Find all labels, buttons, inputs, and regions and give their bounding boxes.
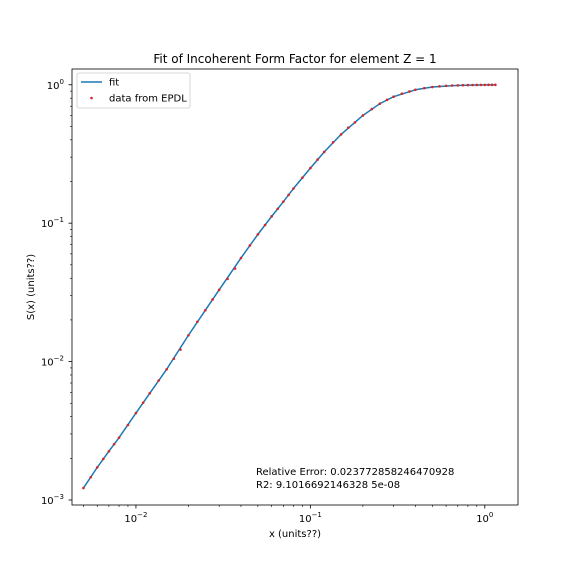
legend-box (76, 72, 191, 109)
data-point (479, 83, 483, 87)
data-point (204, 308, 207, 312)
data-point (331, 141, 335, 144)
y-axis-ticks: 10−3 10−2 10−1 100 (41, 78, 72, 507)
data-point (256, 233, 260, 236)
data-point (316, 158, 319, 161)
data-point (270, 215, 273, 218)
data-point (423, 86, 426, 90)
data-point (471, 83, 474, 87)
data-point (361, 114, 365, 117)
data-point (211, 298, 214, 301)
data-point (450, 84, 454, 87)
y-tick-label: 10−1 (41, 216, 64, 230)
data-point (95, 466, 99, 469)
y-tick-label: 10−3 (41, 493, 64, 507)
data-point (172, 357, 176, 360)
data-point (179, 348, 182, 351)
x-tick-label: 10−2 (124, 511, 147, 525)
data-point (239, 256, 243, 260)
data-point (430, 85, 434, 89)
x-axis-ticks: 10−2 10−1 100 (83, 505, 493, 525)
data-point (82, 486, 85, 490)
series-layer (82, 83, 497, 490)
plot-background (72, 69, 518, 505)
annotation-r2: R2: 9.1016692146328 5e-08 (256, 480, 400, 491)
data-point (408, 90, 411, 93)
data-point (378, 102, 382, 105)
data-point (466, 83, 470, 87)
data-point (276, 207, 280, 211)
data-point (112, 442, 116, 446)
chart-title: Fit of Incoherent Form Factor for elemen… (153, 52, 436, 66)
y-axis-label: S(x) (units??) (26, 254, 37, 320)
data-point (117, 436, 121, 439)
data-point (322, 150, 326, 154)
x-tick-label: 10−1 (299, 511, 322, 525)
data-point (339, 133, 343, 136)
data-point (102, 457, 105, 461)
data-point (89, 475, 92, 479)
data-point (414, 88, 417, 92)
data-point (107, 449, 111, 453)
x-axis-label: x (units??) (269, 529, 321, 540)
axes-frame (71, 68, 519, 506)
data-point (157, 379, 160, 382)
data-point (248, 244, 252, 247)
legend-data-label: data from EPDL (109, 94, 187, 105)
plot-area (71, 68, 519, 506)
data-point (165, 367, 168, 371)
data-point (490, 83, 494, 87)
data-point (126, 423, 130, 427)
data-point (282, 200, 285, 203)
data-point (148, 392, 152, 395)
data-point (217, 288, 221, 292)
data-point (347, 126, 350, 129)
data-point (456, 84, 460, 87)
data-point (292, 187, 295, 190)
data-point (353, 121, 357, 124)
data-point (370, 107, 374, 111)
data-point (385, 98, 389, 102)
data-point (309, 166, 312, 170)
data-point (287, 193, 290, 197)
data-point (392, 95, 395, 98)
data-point (483, 83, 487, 87)
legend: fit data from EPDL (76, 72, 191, 109)
data-point (233, 267, 237, 270)
y-tick-label: 10−2 (41, 355, 64, 369)
data-point (444, 84, 448, 88)
x-tick-label: 100 (476, 511, 493, 525)
data-point (134, 411, 138, 415)
data-point (226, 277, 229, 281)
data-point (141, 401, 145, 404)
data-point (494, 83, 497, 87)
data-point (263, 223, 267, 227)
data-point (187, 333, 190, 337)
data-point (461, 83, 465, 87)
data-point (475, 83, 479, 87)
y-tick-label: 100 (47, 78, 64, 92)
data-point (438, 84, 441, 88)
data-point (487, 83, 490, 87)
legend-data-swatch (90, 96, 93, 100)
annotation-relative-error: Relative Error: 0.023772858246470928 (256, 467, 454, 478)
data-point (400, 92, 404, 95)
legend-fit-label: fit (109, 78, 119, 89)
data-point (301, 176, 304, 180)
data-point (196, 320, 199, 324)
